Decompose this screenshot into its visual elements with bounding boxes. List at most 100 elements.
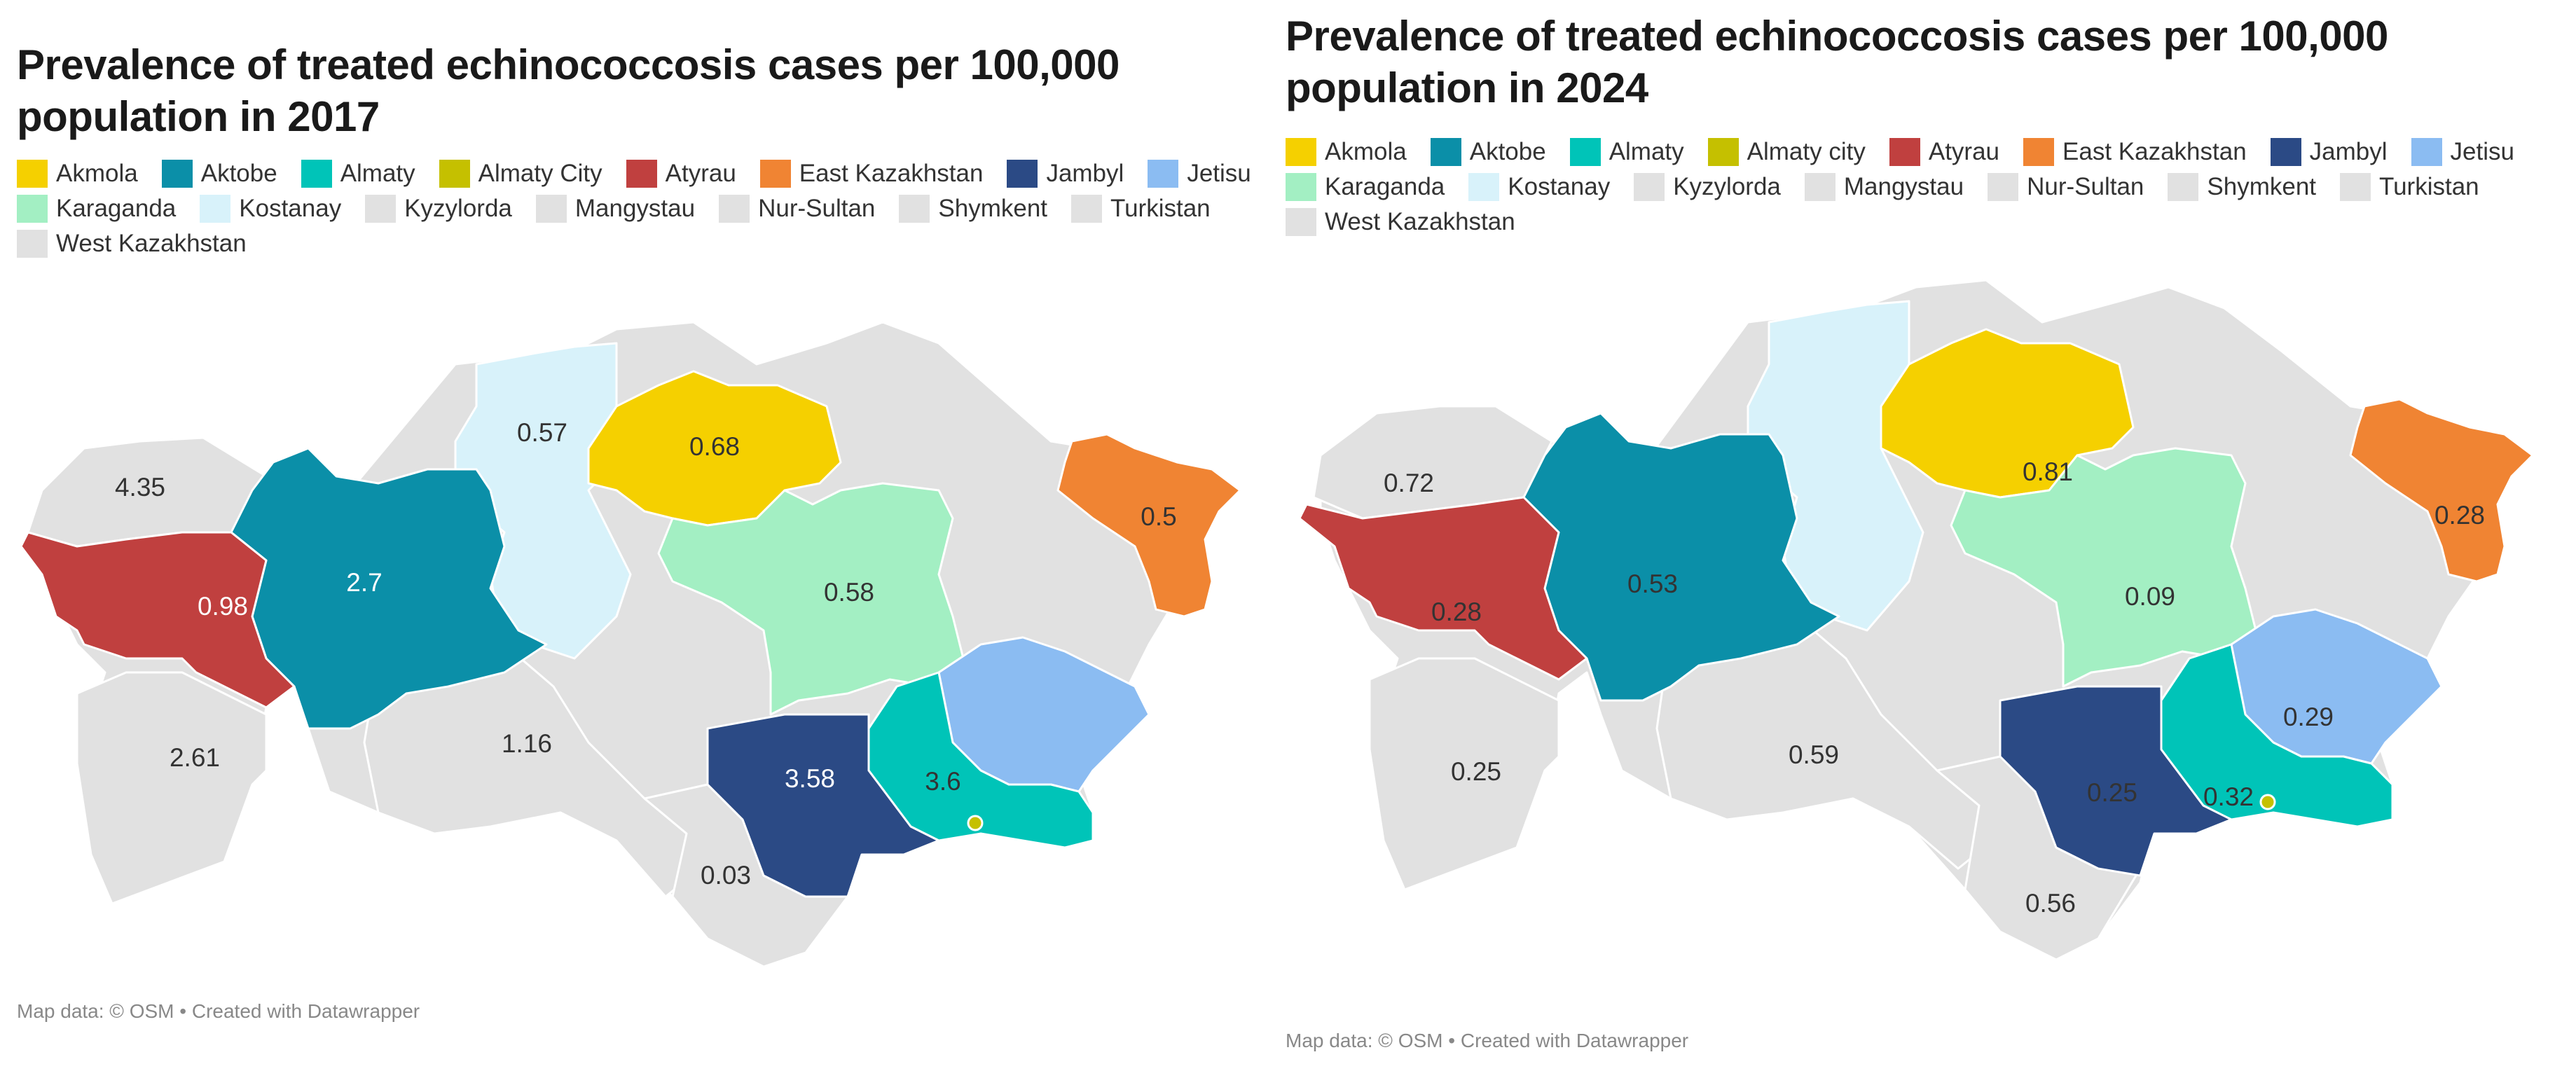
legend-item: Karaganda (17, 195, 176, 223)
legend-swatch (626, 160, 657, 188)
legend-item: Kostanay (200, 195, 341, 223)
legend-item: Shymkent (899, 195, 1047, 223)
map-title-line-1: Prevalence of treated echinococcosis cas… (17, 41, 1120, 88)
legend-label: Turkistan (2379, 173, 2479, 200)
legend-swatch (1286, 138, 1316, 166)
legend-swatch (1569, 138, 1601, 166)
legend-item: Almaty (1569, 138, 1684, 166)
value-label-akmola: 0.81 (2023, 457, 2073, 486)
legend-label: Jambyl (1046, 160, 1124, 187)
legend-label: East Kazakhstan (799, 160, 984, 187)
legend-item: Jambyl (2270, 138, 2388, 166)
legend-label: Almaty (340, 160, 415, 187)
legend-item: Turkistan (1071, 195, 1211, 223)
legend-swatch (439, 160, 470, 188)
legend-swatch (899, 195, 930, 223)
map-title: Prevalence of treated echinococcosis cas… (17, 39, 1120, 143)
value-label-aktobe: 2.7 (346, 568, 382, 597)
value-label-jambyl: 0.25 (2087, 778, 2137, 807)
map-title: Prevalence of treated echinococcosis cas… (1286, 11, 2388, 114)
legend-item: Mangystau (1804, 173, 1964, 201)
region-mangystau (1368, 657, 1560, 891)
legend-item: Akmola (17, 160, 138, 188)
legend-item: Jetisu (1148, 160, 1251, 188)
legend-item: Atyrau (1889, 138, 1999, 166)
legend-swatch (161, 160, 193, 188)
legend-item: Aktobe (161, 160, 277, 188)
legend-swatch (17, 160, 48, 188)
value-label-jambyl: 3.58 (785, 764, 835, 793)
legend-label: Kostanay (1508, 173, 1611, 200)
legend-swatch (2023, 138, 2055, 166)
legend-swatch (301, 160, 332, 188)
map-panel-2024: Prevalence of treated echinococcosis cas… (1286, 0, 2576, 1071)
legend-label: East Kazakhstan (2062, 138, 2247, 165)
legend-label: Atyrau (1928, 138, 2000, 165)
legend-label: Jetisu (1187, 160, 1251, 187)
legend-item: Shymkent (2168, 173, 2316, 201)
value-label-almaty: 3.6 (925, 767, 960, 796)
legend-label: Mangystau (1843, 173, 1964, 200)
legend-item: Jambyl (1007, 160, 1124, 188)
legend-label: Atyrau (665, 160, 736, 187)
legend-item: Almaty City (439, 160, 602, 188)
map-title-line-2: population in 2024 (1286, 64, 1648, 111)
value-label-kyzylorda: 0.59 (1789, 740, 1839, 769)
region-almaty-city (967, 815, 984, 831)
value-label-east-kazakhstan: 0.5 (1141, 502, 1176, 531)
legend-item: East Kazakhstan (759, 160, 984, 188)
value-label-west-kazakhstan: 4.35 (115, 473, 165, 502)
legend-swatch (2270, 138, 2301, 166)
value-label-turkistan: 0.03 (701, 861, 751, 890)
legend-item: Mangystau (535, 195, 695, 223)
legend-item: West Kazakhstan (17, 230, 247, 258)
legend-swatch (1286, 173, 1316, 201)
map-title-line-2: population in 2017 (17, 93, 380, 140)
region-almaty-city (2259, 794, 2276, 810)
legend-swatch (1889, 138, 1920, 166)
choropleth-map: 0.72 0.28 0.53 0.25 0.81 0.28 0.09 0.59 … (1298, 279, 2534, 961)
legend-label: Shymkent (938, 195, 1048, 222)
value-label-kyzylorda: 1.16 (502, 729, 552, 758)
legend-item: Akmola (1286, 138, 1407, 166)
legend-swatch (1007, 160, 1038, 188)
legend-item: Atyrau (626, 160, 736, 188)
region-east-kazakhstan (1056, 433, 1241, 618)
legend-label: West Kazakhstan (1325, 208, 1515, 235)
legend-swatch (1468, 173, 1500, 201)
legend-label: Akmola (56, 160, 138, 187)
legend-item: East Kazakhstan (2023, 138, 2247, 166)
legend-swatch (1634, 173, 1665, 201)
region-atyrau (1298, 496, 1588, 681)
legend-label: Karaganda (1325, 173, 1445, 200)
region-east-kazakhstan (2349, 398, 2534, 583)
legend-item: Nur-Sultan (1988, 173, 2144, 201)
legend-label: Nur-Sultan (2027, 173, 2144, 200)
legend-swatch (1430, 138, 1461, 166)
legend-swatch (2168, 173, 2199, 201)
legend-item: Aktobe (1430, 138, 1546, 166)
value-label-mangystau: 0.25 (1451, 757, 1501, 786)
legend-label: Kostanay (239, 195, 342, 222)
legend-swatch (1988, 173, 2019, 201)
choropleth-map: 4.35 0.98 2.7 2.61 0.57 0.68 0.5 0.58 1.… (20, 321, 1241, 968)
legend-label: Aktobe (200, 160, 277, 187)
legend-item: Almaty city (1707, 138, 1866, 166)
legend-label: Kyzylorda (1673, 173, 1781, 200)
value-label-kostanay: 0.57 (517, 418, 567, 447)
value-label-atyrau: 0.98 (198, 592, 248, 621)
legend-swatch (759, 160, 791, 188)
legend-label: Almaty city (1747, 138, 1866, 165)
map-footer: Map data: © OSM • Created with Datawrapp… (17, 1000, 420, 1022)
legend-swatch (535, 195, 567, 223)
legend-label: Aktobe (1469, 138, 1546, 165)
legend-swatch (17, 230, 48, 258)
legend-swatch (1804, 173, 1835, 201)
value-label-jetisu: 0.29 (2283, 703, 2334, 731)
value-label-akmola: 0.68 (689, 432, 740, 461)
legend-swatch (1707, 138, 1739, 166)
legend-item: Kyzylorda (365, 195, 512, 223)
legend-item: West Kazakhstan (1286, 208, 1515, 236)
value-label-karaganda: 0.58 (824, 578, 874, 607)
legend-label: Almaty City (478, 160, 602, 187)
